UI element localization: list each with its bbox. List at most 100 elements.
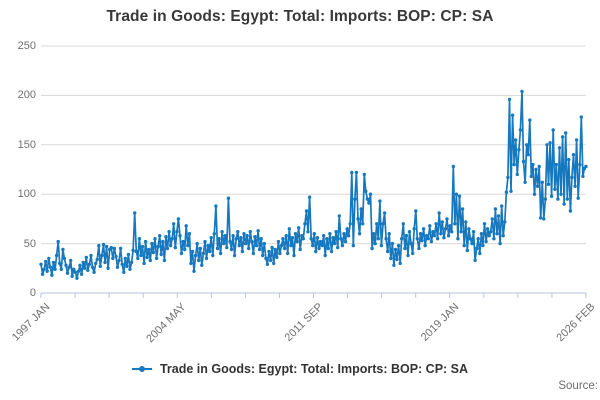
series-point[interactable] — [362, 172, 366, 177]
series-point[interactable] — [451, 164, 455, 169]
series-point[interactable] — [276, 239, 281, 244]
series-point[interactable] — [418, 232, 423, 236]
series-point[interactable] — [573, 184, 577, 188]
series-point[interactable] — [200, 263, 204, 267]
series-point[interactable] — [476, 237, 480, 241]
series-point[interactable] — [500, 204, 504, 208]
series-point[interactable] — [42, 267, 46, 271]
series-point[interactable] — [504, 190, 509, 194]
series-point[interactable] — [409, 241, 413, 246]
series-point[interactable] — [398, 261, 402, 266]
series-point[interactable] — [209, 236, 213, 240]
series-point[interactable] — [232, 253, 237, 258]
series-point[interactable] — [562, 202, 566, 206]
series-point[interactable] — [465, 248, 469, 253]
series-point[interactable] — [183, 247, 187, 252]
series-point[interactable] — [459, 230, 463, 234]
series-point[interactable] — [220, 230, 224, 234]
series-point[interactable] — [471, 230, 476, 234]
series-point[interactable] — [303, 222, 307, 226]
series-point[interactable] — [434, 222, 438, 226]
series-point[interactable] — [79, 272, 84, 276]
series-point[interactable] — [170, 237, 174, 241]
series-point[interactable] — [454, 192, 459, 196]
series-point[interactable] — [103, 260, 107, 265]
series-point[interactable] — [457, 194, 462, 198]
series-point[interactable] — [154, 256, 159, 261]
series-point[interactable] — [206, 243, 210, 248]
series-point[interactable] — [148, 258, 152, 263]
series-point[interactable] — [234, 237, 238, 241]
series-point[interactable] — [484, 239, 488, 244]
series-point[interactable] — [311, 243, 315, 248]
series-point[interactable] — [123, 256, 128, 261]
series-point[interactable] — [336, 245, 340, 250]
series-point[interactable] — [356, 217, 360, 221]
series-point[interactable] — [75, 276, 79, 280]
series-point[interactable] — [343, 239, 348, 244]
series-point[interactable] — [268, 258, 273, 263]
series-point[interactable] — [112, 246, 117, 251]
series-point[interactable] — [292, 253, 296, 258]
series-point[interactable] — [122, 270, 126, 274]
series-point[interactable] — [545, 143, 549, 147]
series-point[interactable] — [574, 138, 579, 142]
series-point[interactable] — [406, 253, 410, 258]
series-point[interactable] — [76, 269, 81, 273]
series-point[interactable] — [368, 192, 373, 196]
series-point[interactable] — [54, 253, 59, 258]
series-point[interactable] — [421, 227, 426, 231]
series-point[interactable] — [506, 175, 510, 180]
series-point[interactable] — [448, 224, 452, 228]
series-point[interactable] — [490, 217, 494, 221]
series-point[interactable] — [431, 230, 435, 234]
series-point[interactable] — [462, 243, 466, 248]
series-point[interactable] — [106, 266, 110, 270]
series-point[interactable] — [560, 135, 565, 139]
series-point[interactable] — [525, 143, 529, 147]
series-point[interactable] — [89, 253, 93, 258]
series-point[interactable] — [401, 222, 405, 226]
series-point[interactable] — [414, 209, 418, 213]
series-point[interactable] — [118, 246, 123, 251]
series-point[interactable] — [162, 258, 167, 263]
series-point[interactable] — [514, 138, 518, 142]
series-point[interactable] — [548, 141, 552, 145]
series-point[interactable] — [48, 265, 53, 269]
series-point[interactable] — [186, 243, 190, 248]
series-point[interactable] — [373, 241, 377, 246]
series-point[interactable] — [309, 237, 313, 241]
series-point[interactable] — [423, 243, 427, 248]
series-point[interactable] — [254, 243, 259, 248]
series-point[interactable] — [47, 256, 51, 261]
series-point[interactable] — [382, 211, 387, 215]
series-point[interactable] — [332, 241, 337, 246]
series-point[interactable] — [223, 234, 227, 238]
series-point[interactable] — [256, 229, 260, 233]
series-point[interactable] — [515, 172, 519, 177]
series-point[interactable] — [443, 227, 448, 231]
series-point[interactable] — [164, 235, 168, 239]
series-point[interactable] — [125, 264, 129, 268]
series-point[interactable] — [195, 241, 199, 246]
series-point[interactable] — [487, 234, 491, 238]
series-point[interactable] — [90, 265, 95, 269]
series-point[interactable] — [295, 239, 299, 244]
series-point[interactable] — [417, 246, 421, 251]
series-point[interactable] — [570, 175, 574, 180]
series-point[interactable] — [509, 189, 513, 193]
series-point[interactable] — [111, 256, 115, 261]
series-point[interactable] — [197, 258, 201, 263]
series-point[interactable] — [361, 222, 365, 226]
series-point[interactable] — [468, 237, 473, 241]
series-point[interactable] — [193, 253, 198, 258]
series-point[interactable] — [203, 239, 207, 244]
series-point[interactable] — [442, 236, 446, 240]
series-point[interactable] — [251, 251, 256, 256]
series-point[interactable] — [450, 230, 454, 234]
series-point[interactable] — [557, 146, 562, 150]
series-point[interactable] — [145, 255, 149, 260]
series-point[interactable] — [546, 182, 551, 186]
series-point[interactable] — [322, 234, 326, 238]
series-point[interactable] — [289, 243, 293, 248]
